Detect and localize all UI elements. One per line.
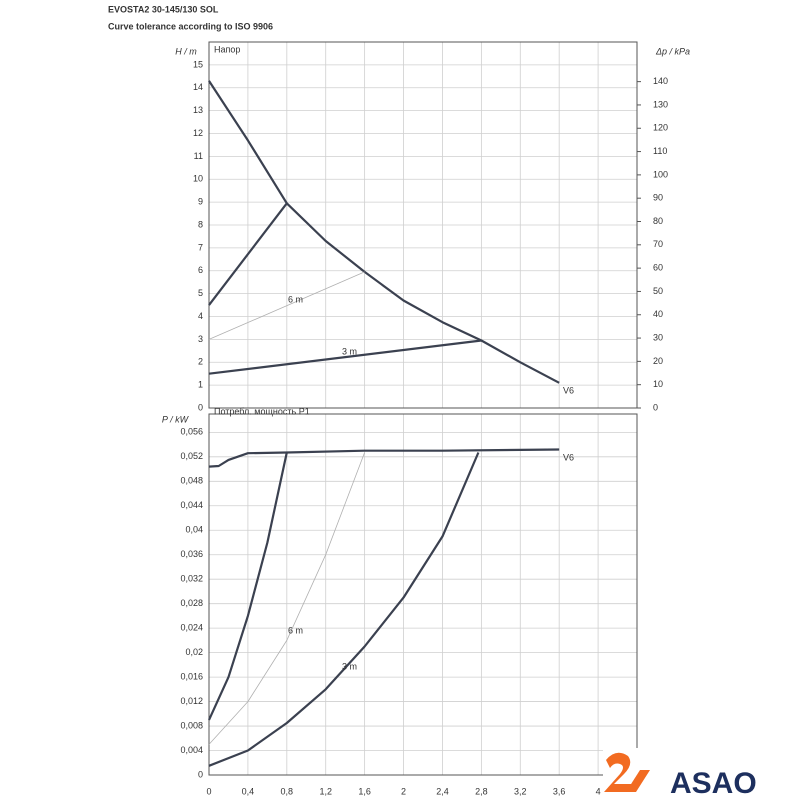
- plot-frame: [208, 413, 638, 776]
- x-tick-label: 0,4: [242, 786, 255, 796]
- y-tick-label: 4: [198, 311, 203, 321]
- y-tick-label: 12: [193, 128, 203, 138]
- y2-tick-label: 0: [653, 402, 658, 412]
- curve: [208, 452, 480, 767]
- y2-tick-label: 20: [653, 356, 663, 366]
- header-subtitle: Curve tolerance according to ISO 9906: [108, 21, 273, 31]
- x-tick-label: 2,8: [475, 786, 488, 796]
- y2-tick-label: 70: [653, 239, 663, 249]
- x-tick-label: 2,4: [436, 786, 449, 796]
- y-tick-label: 0,048: [180, 476, 203, 486]
- x-tick-label: 1,2: [319, 786, 332, 796]
- y2-tick-label: 60: [653, 263, 663, 273]
- y-tick-label: 0,004: [180, 745, 203, 755]
- curve: [208, 339, 482, 375]
- y-tick-label: 14: [193, 82, 203, 92]
- y2-tick-label: 130: [653, 99, 668, 109]
- x-tick-label: 3,6: [553, 786, 566, 796]
- y-tick-label: 0: [198, 769, 203, 779]
- y-tick-label: 13: [193, 105, 203, 115]
- y-tick-label: 0,032: [180, 574, 203, 584]
- y-tick-label: 3: [198, 334, 203, 344]
- y-tick-label: 0,016: [180, 671, 203, 681]
- y-tick-label: 0,052: [180, 451, 203, 461]
- y2-tick-label: 50: [653, 286, 663, 296]
- y-tick-label: 0,024: [180, 623, 203, 633]
- y-tick-label: 9: [198, 197, 203, 207]
- logo-text: ASAO: [670, 767, 757, 800]
- y2-tick-label: 110: [653, 146, 667, 156]
- x-tick-label: 2: [401, 786, 406, 796]
- x-tick-label: 1,6: [358, 786, 371, 796]
- x-tick-label: 3,2: [514, 786, 527, 796]
- series-label: V6: [563, 385, 574, 395]
- y-tick-label: 7: [198, 242, 203, 252]
- series-label: 3 m: [342, 661, 357, 671]
- y-tick-label: 15: [193, 59, 203, 69]
- y-tick-label: 0,04: [185, 525, 203, 535]
- curve: [208, 271, 365, 340]
- y2-tick-label: 80: [653, 216, 663, 226]
- logo-icon: [604, 752, 632, 792]
- y2-tick-label: 140: [653, 76, 668, 86]
- y2-tick-label: 40: [653, 309, 663, 319]
- x-tick-label: 0,8: [281, 786, 294, 796]
- y2-axis-label: Δp / kPa: [655, 46, 690, 56]
- y2-tick-label: 120: [653, 123, 668, 133]
- y-tick-label: 1: [198, 380, 203, 390]
- y-tick-label: 10: [193, 174, 203, 184]
- chart-title: Потребл. мощность P1: [214, 406, 310, 416]
- y-tick-label: 5: [198, 288, 203, 298]
- y-tick-label: 0,012: [180, 696, 203, 706]
- curve: [208, 202, 288, 306]
- y-tick-label: 0,028: [180, 598, 203, 608]
- logo-icon-stripes: [626, 770, 650, 792]
- chart-title: Напор: [214, 44, 240, 54]
- y-tick-label: 11: [194, 151, 203, 161]
- curve: [208, 448, 560, 468]
- curve: [208, 452, 365, 745]
- series-label: 3 m: [342, 346, 357, 356]
- curve: [207, 452, 288, 721]
- y-tick-label: 0,036: [180, 549, 203, 559]
- series-label: V6: [563, 452, 574, 462]
- y2-tick-label: 30: [653, 332, 663, 342]
- y2-tick-label: 90: [653, 193, 663, 203]
- header-title: EVOSTA2 30-145/130 SOL: [108, 4, 219, 14]
- y-tick-label: 0,056: [180, 427, 203, 437]
- series-label: 6 m: [288, 294, 303, 304]
- y-tick-label: 0,044: [180, 500, 203, 510]
- x-tick-label: 0: [206, 786, 211, 796]
- y-axis-label: H / m: [175, 46, 197, 56]
- y-tick-label: 0,008: [180, 720, 203, 730]
- curve: [208, 80, 560, 384]
- y-tick-label: 6: [198, 265, 203, 275]
- plot-frame: [208, 41, 638, 409]
- y-axis-label: P / kW: [162, 414, 190, 424]
- series-label: 6 m: [288, 625, 303, 635]
- x-tick-label: 4: [596, 786, 601, 796]
- y-tick-label: 8: [198, 219, 203, 229]
- y2-tick-label: 10: [653, 379, 663, 389]
- y2-tick-label: 100: [653, 169, 668, 179]
- y-tick-label: 0: [198, 402, 203, 412]
- y-tick-label: 0,02: [185, 647, 203, 657]
- y-tick-label: 2: [198, 357, 203, 367]
